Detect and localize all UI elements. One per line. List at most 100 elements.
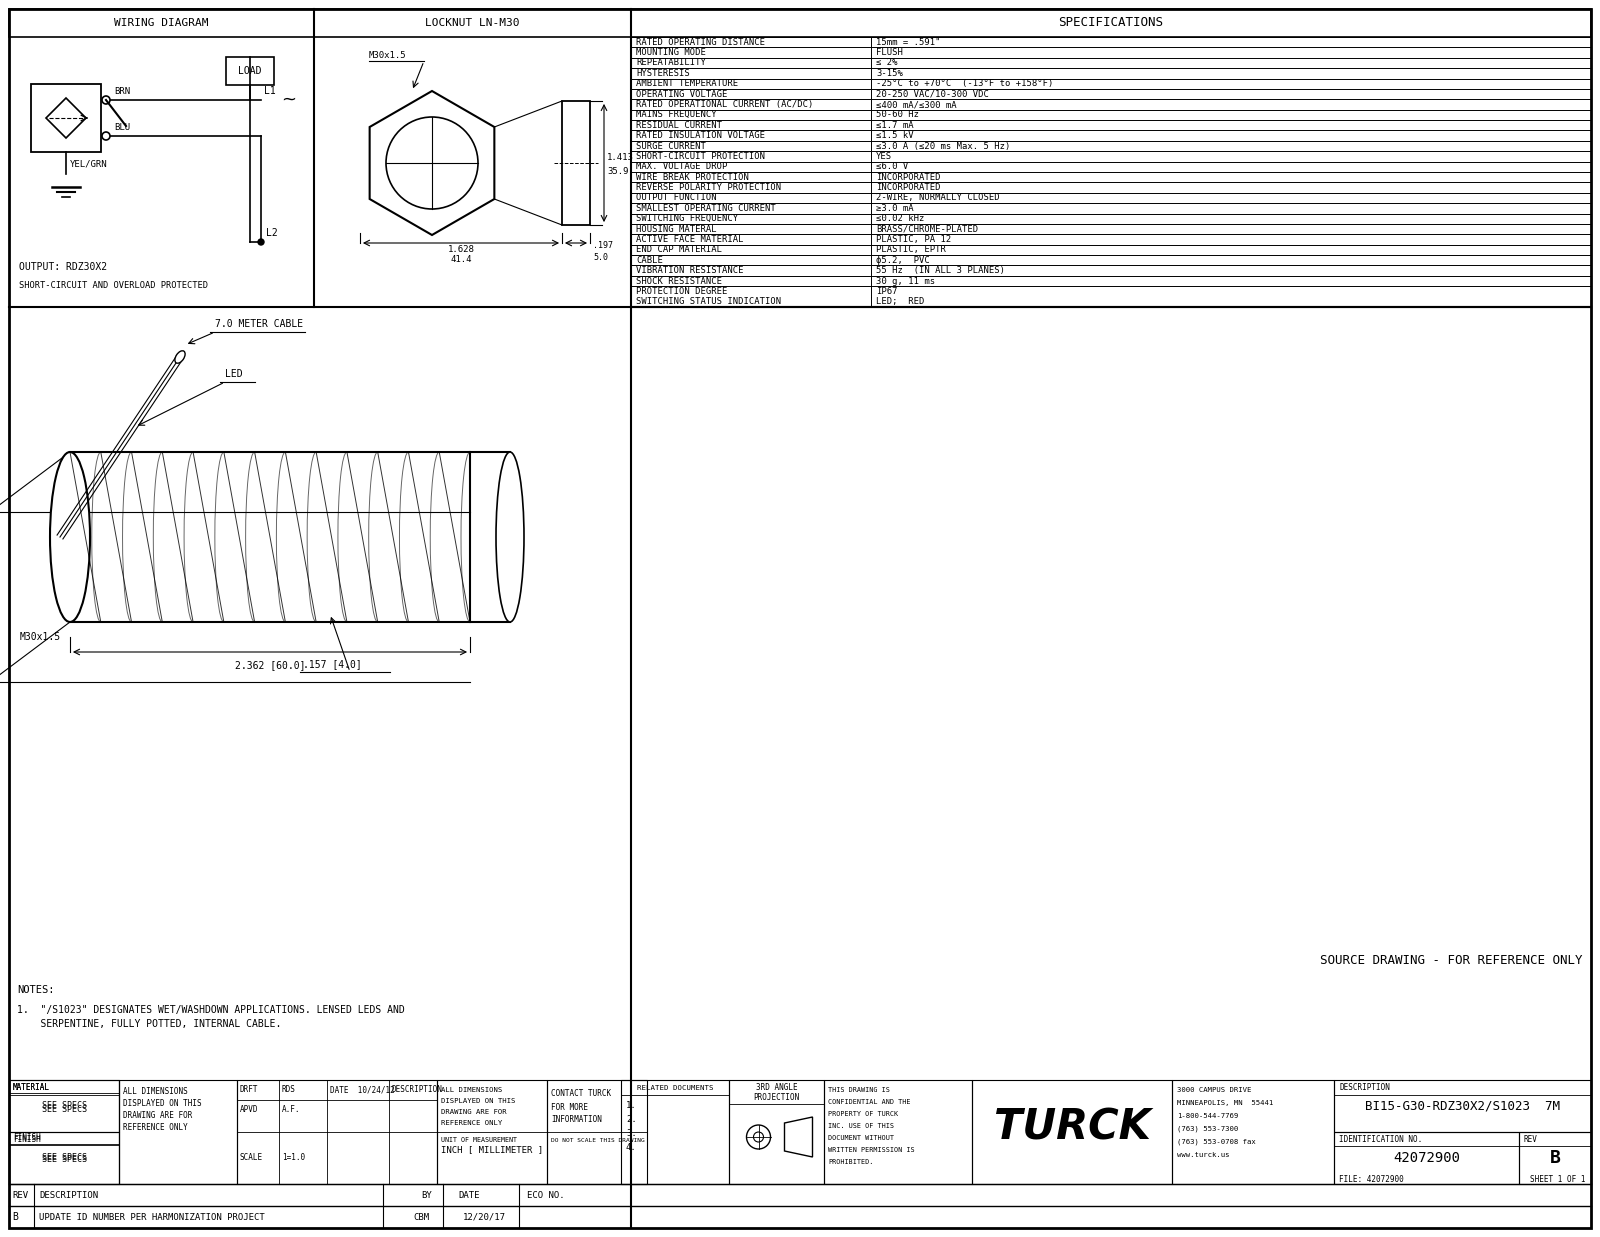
- Text: BRN: BRN: [114, 87, 130, 95]
- Text: SURGE CURRENT: SURGE CURRENT: [637, 141, 706, 151]
- Text: 2.: 2.: [626, 1116, 637, 1124]
- Bar: [10, 1132, 118, 1184]
- Text: INCORPORATED: INCORPORATED: [877, 173, 941, 182]
- Text: CONTACT TURCK: CONTACT TURCK: [550, 1090, 611, 1098]
- Bar: [1518, 1132, 1590, 1184]
- Text: ≤1.7 mA: ≤1.7 mA: [877, 121, 914, 130]
- Text: DESCRIPTION: DESCRIPTION: [38, 1190, 98, 1200]
- Text: PROHIBITED.: PROHIBITED.: [829, 1159, 874, 1165]
- Text: REFERENCE ONLY: REFERENCE ONLY: [442, 1119, 502, 1126]
- Text: PROTECTION DEGREE: PROTECTION DEGREE: [637, 287, 728, 296]
- Text: HYSTERESIS: HYSTERESIS: [637, 69, 690, 78]
- Text: BRASS/CHROME-PLATED: BRASS/CHROME-PLATED: [877, 225, 978, 234]
- Bar: [730, 1080, 824, 1184]
- Text: REFERENCE ONLY: REFERENCE ONLY: [123, 1123, 187, 1133]
- Text: 7.0 METER CABLE: 7.0 METER CABLE: [214, 319, 302, 329]
- Text: ALL DIMENSIONS: ALL DIMENSIONS: [442, 1087, 502, 1094]
- Text: HOUSING MATERAL: HOUSING MATERAL: [637, 225, 717, 234]
- Text: CABLE: CABLE: [637, 256, 662, 265]
- Text: VIBRATION RESISTANCE: VIBRATION RESISTANCE: [637, 266, 744, 275]
- Text: B: B: [13, 1212, 18, 1222]
- Text: INC. USE OF THIS: INC. USE OF THIS: [829, 1123, 894, 1129]
- Text: SOURCE DRAWING - FOR REFERENCE ONLY: SOURCE DRAWING - FOR REFERENCE ONLY: [1320, 954, 1582, 966]
- Bar: [547, 1080, 646, 1184]
- Bar: [1171, 1080, 1334, 1184]
- Text: SHORT-CIRCUIT AND OVERLOAD PROTECTED: SHORT-CIRCUIT AND OVERLOAD PROTECTED: [19, 281, 208, 289]
- Text: DATE: DATE: [458, 1190, 480, 1200]
- Text: 15mm = .591": 15mm = .591": [877, 37, 941, 47]
- Text: BI15-G30-RDZ30X2/S1023  7M: BI15-G30-RDZ30X2/S1023 7M: [1365, 1100, 1560, 1112]
- Text: 3-15%: 3-15%: [877, 69, 902, 78]
- Text: MAINS FREQUENCY: MAINS FREQUENCY: [637, 110, 717, 120]
- Text: SERPENTINE, FULLY POTTED, INTERNAL CABLE.: SERPENTINE, FULLY POTTED, INTERNAL CABLE…: [18, 1019, 282, 1029]
- Text: ≤3.0 A (≤20 ms Max. 5 Hz): ≤3.0 A (≤20 ms Max. 5 Hz): [877, 141, 1010, 151]
- Text: WIRE BREAK PROTECTION: WIRE BREAK PROTECTION: [637, 173, 749, 182]
- Text: SEE SPECS: SEE SPECS: [42, 1101, 86, 1111]
- Text: B: B: [1549, 1149, 1560, 1166]
- Text: 3RD ANGLE: 3RD ANGLE: [755, 1084, 797, 1092]
- Text: SWITCHING FREQUENCY: SWITCHING FREQUENCY: [637, 214, 738, 223]
- Text: PROPERTY OF TURCK: PROPERTY OF TURCK: [829, 1111, 898, 1117]
- Text: 41.4: 41.4: [450, 256, 472, 265]
- Text: 1-800-544-7769: 1-800-544-7769: [1178, 1113, 1238, 1119]
- Bar: [1334, 1132, 1518, 1184]
- Text: INFORMATION: INFORMATION: [550, 1116, 602, 1124]
- Text: SEE SPECS: SEE SPECS: [42, 1155, 86, 1164]
- Circle shape: [102, 96, 110, 104]
- Text: 1.  "/S1023" DESIGNATES WET/WASHDOWN APPLICATIONS. LENSED LEDS AND: 1. "/S1023" DESIGNATES WET/WASHDOWN APPL…: [18, 1004, 405, 1016]
- Text: 5.0: 5.0: [594, 252, 608, 261]
- Text: DESCRIPTION: DESCRIPTION: [1339, 1084, 1390, 1092]
- Text: DRAWING ARE FOR: DRAWING ARE FOR: [123, 1112, 192, 1121]
- Text: 4.: 4.: [626, 1143, 637, 1153]
- Text: RDS: RDS: [282, 1086, 296, 1095]
- Text: BY: BY: [421, 1190, 432, 1200]
- Text: FILE: 42072900: FILE: 42072900: [1339, 1174, 1403, 1184]
- Text: SCALE: SCALE: [240, 1153, 262, 1163]
- Text: (763) 553-7300: (763) 553-7300: [1178, 1126, 1238, 1132]
- Text: DESCRIPTION: DESCRIPTION: [392, 1086, 443, 1095]
- Text: FINISH: FINISH: [13, 1134, 40, 1143]
- Text: PLASTIC, PA 12: PLASTIC, PA 12: [877, 235, 952, 244]
- Text: SHEET 1 OF 1: SHEET 1 OF 1: [1531, 1174, 1586, 1184]
- Text: LOAD: LOAD: [238, 66, 262, 75]
- Text: RESIDUAL CURRENT: RESIDUAL CURRENT: [637, 121, 722, 130]
- Bar: [314, 9, 630, 37]
- Text: TURCK: TURCK: [994, 1106, 1150, 1148]
- Text: WIRING DIAGRAM: WIRING DIAGRAM: [114, 19, 208, 28]
- Text: FOR MORE: FOR MORE: [550, 1102, 589, 1112]
- Text: REV: REV: [13, 1190, 29, 1200]
- Text: OUTPUT: RDZ30X2: OUTPUT: RDZ30X2: [19, 262, 107, 272]
- Text: SHORT-CIRCUIT PROTECTION: SHORT-CIRCUIT PROTECTION: [637, 152, 765, 161]
- Text: L1: L1: [264, 87, 275, 96]
- Text: RATED OPERATIONAL CURRENT (AC/DC): RATED OPERATIONAL CURRENT (AC/DC): [637, 100, 813, 109]
- Bar: [10, 1080, 118, 1184]
- Text: 50-60 Hz: 50-60 Hz: [877, 110, 918, 120]
- Text: SPECIFICATIONS: SPECIFICATIONS: [1059, 16, 1163, 30]
- Text: ACTIVE FACE MATERIAL: ACTIVE FACE MATERIAL: [637, 235, 744, 244]
- Text: RATED INSULATION VOLTAGE: RATED INSULATION VOLTAGE: [637, 131, 765, 140]
- Text: YES: YES: [877, 152, 893, 161]
- Text: 12/20/17: 12/20/17: [462, 1212, 506, 1221]
- Text: DATE  10/24/12: DATE 10/24/12: [330, 1086, 395, 1095]
- Text: RATED OPERATING DISTANCE: RATED OPERATING DISTANCE: [637, 37, 765, 47]
- Bar: [226, 57, 274, 85]
- Text: DRAWING ARE FOR: DRAWING ARE FOR: [442, 1110, 507, 1115]
- Text: M30x1.5: M30x1.5: [370, 51, 406, 59]
- Text: SHOCK RESISTANCE: SHOCK RESISTANCE: [637, 277, 722, 286]
- Text: REVERSE POLARITY PROTECTION: REVERSE POLARITY PROTECTION: [637, 183, 781, 192]
- Text: BLU: BLU: [114, 122, 130, 131]
- Text: DISPLAYED ON THIS: DISPLAYED ON THIS: [442, 1098, 515, 1103]
- Text: FINISH: FINISH: [13, 1133, 40, 1143]
- Text: INCH [ MILLIMETER ]: INCH [ MILLIMETER ]: [442, 1145, 542, 1154]
- Text: UNIT OF MEASUREMENT: UNIT OF MEASUREMENT: [442, 1137, 517, 1143]
- Ellipse shape: [496, 452, 525, 622]
- Text: L2: L2: [266, 228, 278, 238]
- Bar: [30, 84, 101, 152]
- Text: ≤6.0 V: ≤6.0 V: [877, 162, 909, 171]
- Text: PROJECTION: PROJECTION: [754, 1094, 800, 1102]
- Text: INCORPORATED: INCORPORATED: [877, 183, 941, 192]
- Text: IP67: IP67: [877, 287, 898, 296]
- Text: NOTES:: NOTES:: [18, 985, 54, 995]
- Text: AMBIENT TEMPERATURE: AMBIENT TEMPERATURE: [637, 79, 738, 88]
- Text: ≤ 2%: ≤ 2%: [877, 58, 898, 68]
